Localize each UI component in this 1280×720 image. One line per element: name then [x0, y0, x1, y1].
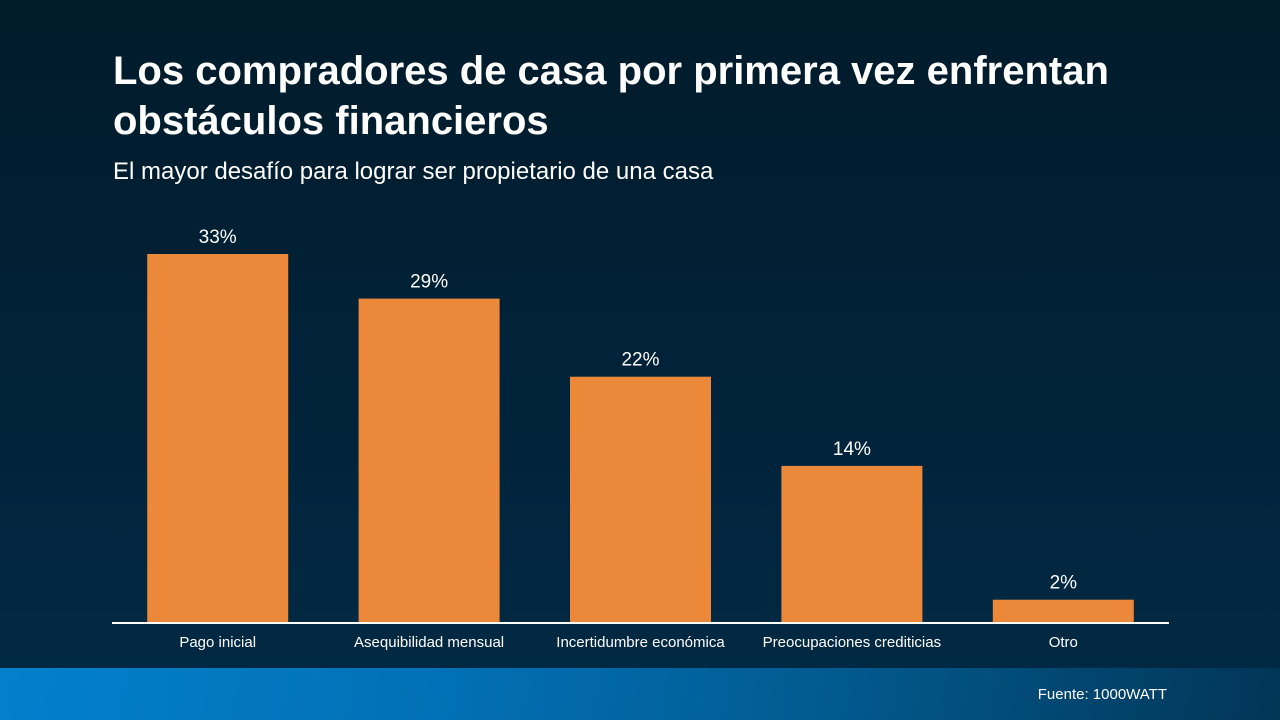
value-label-0: 33% [199, 227, 237, 248]
bar-1 [358, 298, 500, 622]
category-label-4: Otro [1049, 634, 1078, 651]
category-label-0: Pago inicial [179, 634, 256, 651]
bar-3 [781, 465, 923, 622]
bar-4 [992, 599, 1134, 622]
category-label-1: Asequibilidad mensual [354, 634, 504, 651]
chart-title: Los compradores de casa por primera vez … [113, 49, 1109, 143]
value-label-3: 14% [833, 439, 871, 460]
category-labels-group: Pago inicial Asequibilidad mensual Incerti… [179, 634, 1078, 651]
chart-subtitle: El mayor desafío para lograr ser propiet… [113, 158, 714, 185]
bars-group [147, 254, 1134, 622]
category-label-2: Incertidumbre económica [556, 634, 725, 651]
category-label-3: Preocupaciones crediticias [763, 634, 941, 651]
footer-band [0, 668, 1280, 720]
value-label-2: 22% [621, 350, 659, 371]
bar-0 [147, 254, 289, 622]
bar-chart: 33% 29% 22% 14% 2% Pago inicial Asequibilidad… [147, 227, 1134, 651]
value-labels-group: 33% 29% 22% 14% 2% [199, 227, 1077, 594]
bar-2 [570, 376, 711, 622]
value-label-4: 2% [1050, 573, 1078, 594]
value-label-1: 29% [410, 272, 448, 293]
source-note: Fuente: 1000WATT [1037, 686, 1167, 703]
